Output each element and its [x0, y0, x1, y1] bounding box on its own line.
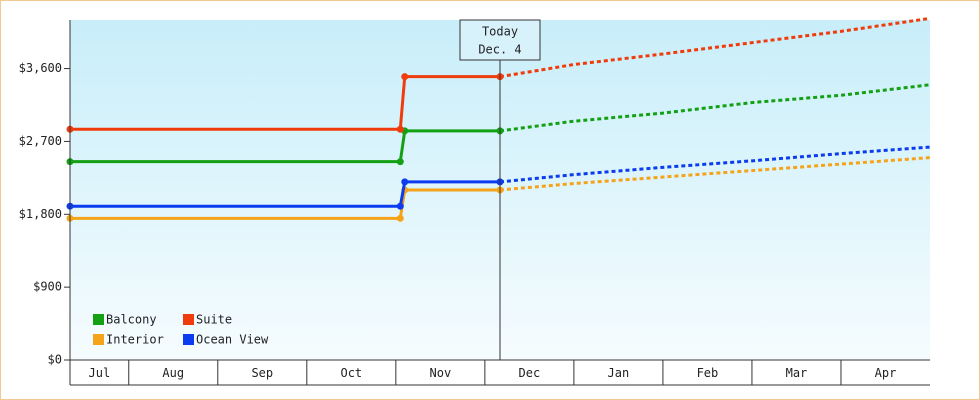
forecast-line: [499, 83, 931, 133]
x-tick-label: Apr: [875, 366, 897, 380]
legend-label: Interior: [106, 333, 164, 347]
data-point: [396, 202, 404, 210]
x-tick-label: Aug: [162, 366, 184, 380]
legend-swatch: [93, 314, 104, 325]
x-tick-label: Dec: [519, 366, 541, 380]
data-point: [396, 214, 404, 222]
forecast-line: [499, 145, 931, 184]
legend-label: Suite: [196, 313, 232, 327]
legend-swatch: [93, 334, 104, 345]
x-tick-label: Jul: [89, 366, 111, 380]
legend-swatch: [183, 334, 194, 345]
series-line: [70, 180, 500, 208]
forecast-line: [499, 16, 931, 79]
series-line: [70, 75, 500, 131]
x-tick-label: Feb: [697, 366, 719, 380]
series-line: [70, 129, 500, 164]
today-label: Today: [482, 25, 518, 39]
y-tick-label: $3,600: [19, 61, 62, 75]
x-tick-label: Oct: [340, 366, 362, 380]
data-point: [396, 158, 404, 166]
legend-label: Ocean View: [196, 333, 269, 347]
x-tick-label: Jan: [608, 366, 630, 380]
legend-label: Balcony: [106, 313, 157, 327]
today-box: [459, 19, 541, 61]
data-point: [401, 178, 409, 186]
x-tick-label: Mar: [786, 366, 808, 380]
x-tick-label: Sep: [251, 366, 273, 380]
x-tick-label: Nov: [430, 366, 452, 380]
y-tick-label: $1,800: [19, 207, 62, 221]
legend-swatch: [183, 314, 194, 325]
y-tick-label: $0: [48, 353, 62, 367]
y-tick-label: $2,700: [19, 134, 62, 148]
today-date: Dec. 4: [478, 43, 521, 57]
data-point: [401, 73, 409, 81]
data-point: [396, 125, 404, 133]
y-tick-label: $900: [33, 280, 62, 294]
